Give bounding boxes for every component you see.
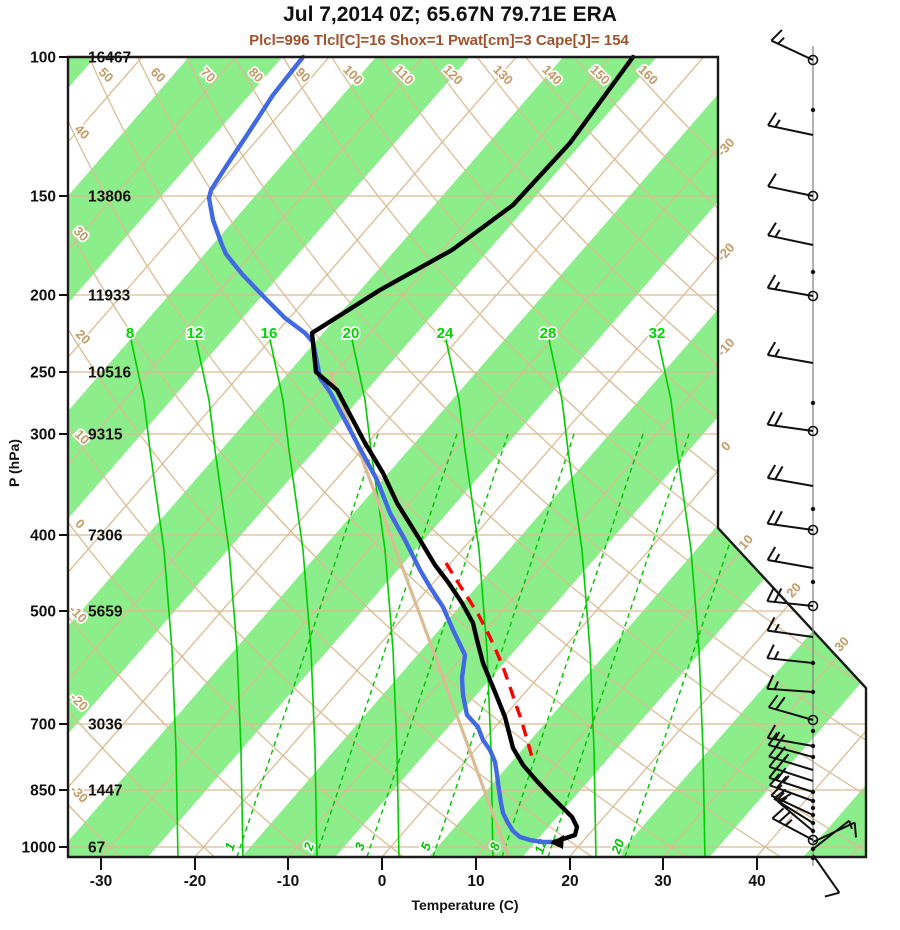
- wind-barb: [767, 173, 819, 202]
- page-title: Jul 7,2014 0Z; 65.67N 79.71E ERA: [283, 3, 617, 26]
- svg-text:20: 20: [343, 325, 360, 342]
- svg-text:1447: 1447: [88, 783, 122, 800]
- wind-barb: [810, 728, 816, 734]
- svg-text:850: 850: [30, 783, 56, 800]
- x-axis-label: Temperature (C): [411, 897, 519, 913]
- svg-text:28: 28: [540, 325, 557, 342]
- svg-text:60: 60: [148, 64, 169, 85]
- svg-text:0: 0: [378, 873, 387, 890]
- wind-barb: [767, 112, 814, 136]
- wind-barb: [810, 805, 816, 811]
- y-axis-label: P (hPa): [6, 439, 22, 487]
- dry-adiabat-lines: [68, 57, 866, 857]
- sounding-curves: [206, 54, 636, 849]
- svg-text:67: 67: [88, 840, 105, 857]
- wind-barb: [810, 400, 816, 406]
- wind-barb: [777, 793, 816, 834]
- svg-text:5: 5: [417, 840, 434, 853]
- svg-text:40: 40: [72, 121, 93, 142]
- wind-barb: [810, 107, 816, 113]
- svg-text:-10: -10: [277, 873, 299, 890]
- svg-text:-30: -30: [90, 873, 112, 890]
- dewpoint-curve: [206, 54, 554, 845]
- svg-text:12: 12: [187, 325, 204, 342]
- wind-barb: [770, 29, 819, 66]
- svg-text:9315: 9315: [88, 427, 123, 444]
- svg-text:16467: 16467: [88, 50, 131, 67]
- wind-barb: [766, 274, 819, 302]
- wind-barb: [768, 765, 816, 795]
- svg-text:16: 16: [261, 325, 278, 342]
- temperature-curve-arrowhead: [550, 835, 564, 849]
- svg-text:8: 8: [126, 325, 134, 342]
- wind-barb: [766, 587, 819, 612]
- svg-text:0: 0: [718, 438, 734, 453]
- svg-text:1: 1: [221, 840, 238, 852]
- svg-text:32: 32: [649, 325, 666, 342]
- svg-text:10: 10: [467, 873, 484, 890]
- temperature-curve: [309, 54, 636, 845]
- svg-text:40: 40: [748, 873, 765, 890]
- svg-text:300: 300: [30, 427, 56, 444]
- svg-text:130: 130: [490, 62, 516, 88]
- svg-text:500: 500: [30, 604, 56, 621]
- svg-text:20: 20: [73, 326, 94, 347]
- svg-text:11933: 11933: [88, 288, 131, 305]
- parcel-ascent-curve: [444, 562, 534, 758]
- plot-background: [68, 57, 866, 857]
- wind-barb: [770, 784, 816, 818]
- wind-barb: [766, 509, 819, 536]
- svg-text:150: 150: [30, 189, 56, 206]
- svg-text:3036: 3036: [88, 717, 123, 734]
- svg-text:20: 20: [783, 580, 804, 601]
- svg-text:3: 3: [351, 840, 368, 853]
- mixing-ratio-lines: [236, 429, 768, 857]
- svg-text:7306: 7306: [88, 528, 123, 545]
- svg-text:50: 50: [96, 64, 117, 85]
- moist-adiabat-lines: [129, 334, 706, 857]
- svg-text:5659: 5659: [88, 604, 123, 621]
- wind-barb-column: [766, 29, 857, 898]
- svg-text:400: 400: [30, 528, 56, 545]
- svg-text:250: 250: [30, 365, 56, 382]
- svg-text:100: 100: [30, 50, 56, 67]
- wind-barb: [769, 773, 816, 804]
- wind-barb: [810, 819, 853, 852]
- svg-text:20: 20: [561, 873, 578, 890]
- wind-barb: [766, 724, 816, 749]
- svg-text:700: 700: [30, 717, 56, 734]
- wind-barb: [766, 410, 819, 437]
- wind-barb: [766, 341, 814, 364]
- svg-text:1000: 1000: [22, 840, 56, 857]
- isotherm-bands: [68, 57, 866, 857]
- wind-barb: [810, 579, 816, 585]
- wind-barb: [767, 694, 819, 726]
- wind-barb: [766, 644, 816, 666]
- svg-text:10516: 10516: [88, 365, 131, 382]
- wind-barb: [766, 464, 814, 487]
- sounding-parameters-subtitle: Plcl=996 Tlcl[C]=16 Shox=1 Pwat[cm]=3 Ca…: [249, 32, 629, 49]
- wind-barb: [812, 854, 841, 898]
- wind-barb: [766, 674, 816, 695]
- svg-text:30: 30: [831, 634, 852, 655]
- wind-barb: [810, 506, 816, 512]
- svg-text:13806: 13806: [88, 189, 131, 206]
- wind-barb: [810, 855, 816, 861]
- svg-text:-20: -20: [184, 873, 206, 890]
- wind-barb: [766, 616, 814, 638]
- wind-barb: [810, 269, 816, 275]
- svg-text:200: 200: [30, 288, 56, 305]
- wind-barb: [766, 546, 814, 569]
- svg-text:24: 24: [437, 325, 454, 342]
- svg-text:0: 0: [72, 516, 88, 532]
- plot-border: [66, 55, 868, 859]
- wind-barb: [767, 222, 814, 246]
- svg-text:30: 30: [654, 873, 671, 890]
